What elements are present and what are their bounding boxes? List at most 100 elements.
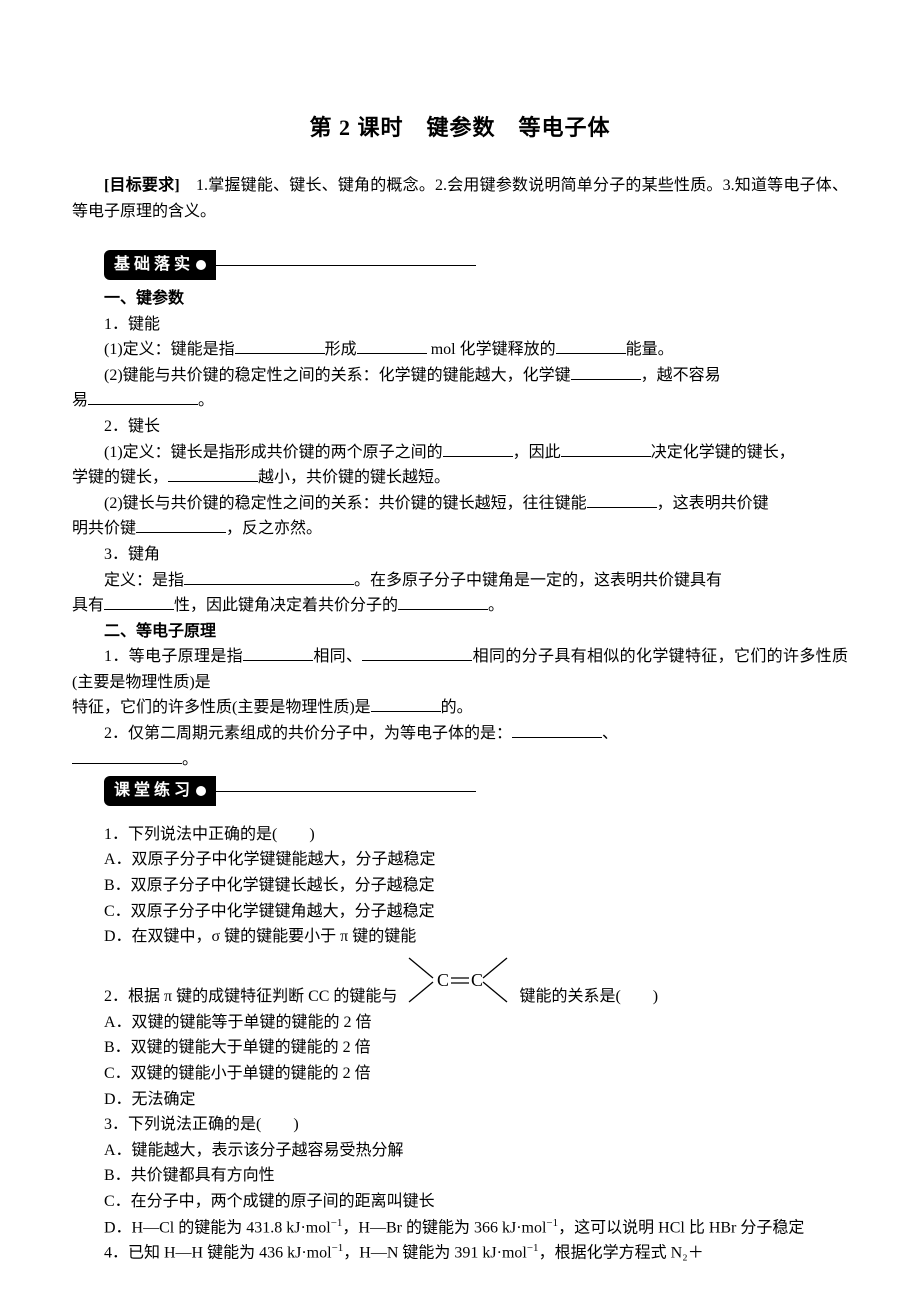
t: 的。 — [441, 699, 473, 716]
q1-opt-c: C．双原子分子中化学键键角越大，分子越稳定 — [72, 899, 848, 925]
t: 定义：是指 — [104, 572, 184, 589]
section-pill-basics: 基础落实 — [104, 250, 216, 280]
para-1-1a: (1)定义：键能是指形成 mol 化学键释放的能量。 — [72, 337, 848, 363]
para-2-2: 2．仅第二周期元素组成的共价分子中，为等电子体的是： 、 — [72, 721, 848, 747]
para-2-1-cont: 特征，它们的许多性质(主要是物理性质)是的。 — [72, 695, 848, 721]
t: ，因此 — [513, 444, 561, 461]
blank — [371, 696, 441, 712]
spacer — [72, 812, 848, 822]
heading-1: 一、键参数 — [72, 286, 848, 312]
blank — [184, 569, 354, 585]
sup: −1 — [332, 1242, 344, 1254]
q1-opt-b: B．双原子分子中化学键键长越长，分子越稳定 — [72, 873, 848, 899]
t: 2．仅第二周期元素组成的共价分子中，为等电子体的是： — [104, 725, 512, 742]
section-rule — [216, 265, 476, 266]
t: 。在多原子分子中键角是一定的，这表明共价键具有 — [354, 572, 722, 589]
q1-opt-a: A．双原子分子中化学键键能越大，分子越稳定 — [72, 847, 848, 873]
t: 性，因此键角决定着共价分子的 — [174, 597, 398, 614]
q2-opt-a: A．双键的键能等于单键的键能的 2 倍 — [72, 1010, 848, 1036]
t: 越小，共价键的键长越短。 — [258, 469, 450, 486]
ethylene-diagram: C C — [403, 950, 513, 1010]
q4: 4．已知 H—H 键能为 436 kJ·mol−1，H—N 键能为 391 kJ… — [72, 1240, 848, 1266]
t: 相同、 — [313, 648, 362, 665]
para-1-1b-cont: 易。 — [72, 388, 848, 414]
para-1-2b: (2)键长与共价键的稳定性之间的关系：共价键的键长越短，往往键能 ，这表明共价键 — [72, 491, 848, 517]
para-1-2b-cont: 明共价键，反之亦然。 — [72, 516, 848, 542]
blank — [72, 748, 182, 764]
dot-icon — [196, 260, 206, 270]
dot-icon — [196, 786, 206, 796]
q2-row: 2．根据 π 键的成键特征判断 CC 的键能与 C C 键能的关系是( ) — [72, 950, 848, 1010]
blank — [512, 722, 602, 738]
para-1-3-cont: 具有性，因此键角决定着共价分子的。 — [72, 593, 848, 619]
t: 能量。 — [626, 341, 674, 358]
objective-label: [目标要求] — [104, 177, 180, 194]
sup: −1 — [546, 1217, 558, 1229]
t: ，这表明共价键 — [657, 495, 769, 512]
blank — [104, 594, 174, 610]
subheading-1-3: 3．键角 — [72, 542, 848, 568]
t: ，H—N 键能为 391 kJ·mol — [343, 1245, 527, 1262]
t: 。 — [198, 392, 214, 409]
q2-text-b: 键能的关系是( ) — [519, 984, 658, 1010]
q3-opt-d: D．H—Cl 的键能为 431.8 kJ·mol−1，H—Br 的键能为 366… — [72, 1215, 848, 1241]
blank — [561, 441, 651, 457]
t: 1．等电子原理是指 — [104, 648, 243, 665]
objective-text: 1.掌握键能、键长、键角的概念。2.会用键参数说明简单分子的某些性质。3.知道等… — [72, 177, 848, 220]
blank — [362, 645, 472, 661]
section-header-practice: 课堂练习 — [104, 776, 848, 806]
q3: 3．下列说法正确的是( ) — [72, 1112, 848, 1138]
q2-opt-c: C．双键的键能小于单键的键能的 2 倍 — [72, 1061, 848, 1087]
section-header-basics: 基础落实 — [104, 250, 848, 280]
ethylene-svg-icon: C C — [403, 950, 513, 1010]
t: mol 化学键释放的 — [427, 341, 556, 358]
para-1-3: 定义：是指 。在多原子分子中键角是一定的，这表明共价键具有 — [72, 568, 848, 594]
t: 、 — [602, 725, 618, 742]
t: 。 — [488, 597, 504, 614]
q1: 1．下列说法中正确的是( ) — [72, 822, 848, 848]
c-right: C — [471, 970, 483, 990]
section-pill-practice: 课堂练习 — [104, 776, 216, 806]
t: D．H—Cl 的键能为 431.8 kJ·mol — [104, 1219, 331, 1236]
para-2-2-cont: 。 — [72, 747, 848, 773]
blank — [587, 492, 657, 508]
t: ，H—Br 的键能为 366 kJ·mol — [342, 1219, 546, 1236]
sup: −1 — [527, 1242, 539, 1254]
blank — [443, 441, 513, 457]
t: (2)键长与共价键的稳定性之间的关系：共价键的键长越短，往往键能 — [104, 495, 587, 512]
q2-opt-d: D．无法确定 — [72, 1087, 848, 1113]
q1-opt-d: D．在双键中，σ 键的键能要小于 π 键的键能 — [72, 924, 848, 950]
q3-opt-c: C．在分子中，两个成键的原子间的距离叫键长 — [72, 1189, 848, 1215]
blank — [571, 364, 641, 380]
objective: [目标要求] 1.掌握键能、键长、键角的概念。2.会用键参数说明简单分子的某些性… — [72, 173, 848, 224]
blank — [398, 594, 488, 610]
q2-opt-b: B．双键的键能大于单键的键能的 2 倍 — [72, 1035, 848, 1061]
lesson-title: 第 2 课时 键参数 等电子体 — [72, 110, 848, 145]
q3-opt-a: A．键能越大，表示该分子越容易受热分解 — [72, 1138, 848, 1164]
para-2-1: 1．等电子原理是指相同、相同的分子具有相似的化学键特征，它们的许多性质(主要是物… — [72, 644, 848, 695]
t: 形成 — [325, 341, 357, 358]
subheading-1-2: 2．键长 — [72, 414, 848, 440]
heading-2: 二、等电子原理 — [72, 619, 848, 645]
subheading-1-1: 1．键能 — [72, 312, 848, 338]
t: ，越不容易 — [641, 367, 721, 384]
t: ，根据化学方程式 N₂＋ — [539, 1245, 704, 1262]
c-left: C — [437, 970, 449, 990]
para-1-2a-cont: 学键的键长，越小，共价键的键长越短。 — [72, 465, 848, 491]
t: (2)键能与共价键的稳定性之间的关系：化学键的键能越大，化学键 — [104, 367, 571, 384]
t: 决定化学键的键长， — [651, 444, 795, 461]
t: ，这可以说明 HCl 比 HBr 分子稳定 — [558, 1219, 804, 1236]
blank — [168, 466, 258, 482]
para-1-2a: (1)定义：键长是指形成共价键的两个原子之间的 ，因此 决定化学键的键长， — [72, 440, 848, 466]
blank — [235, 338, 325, 354]
blank — [136, 517, 226, 533]
q3-opt-b: B．共价键都具有方向性 — [72, 1163, 848, 1189]
t: ，反之亦然。 — [226, 520, 322, 537]
section-label-practice: 课堂练习 — [114, 778, 194, 804]
blank — [357, 338, 427, 354]
t: 4．已知 H—H 键能为 436 kJ·mol — [104, 1245, 332, 1262]
sup: −1 — [331, 1217, 343, 1229]
section-label-basics: 基础落实 — [114, 252, 194, 278]
section-rule — [216, 791, 476, 792]
t: (1)定义：键长是指形成共价键的两个原子之间的 — [104, 444, 443, 461]
